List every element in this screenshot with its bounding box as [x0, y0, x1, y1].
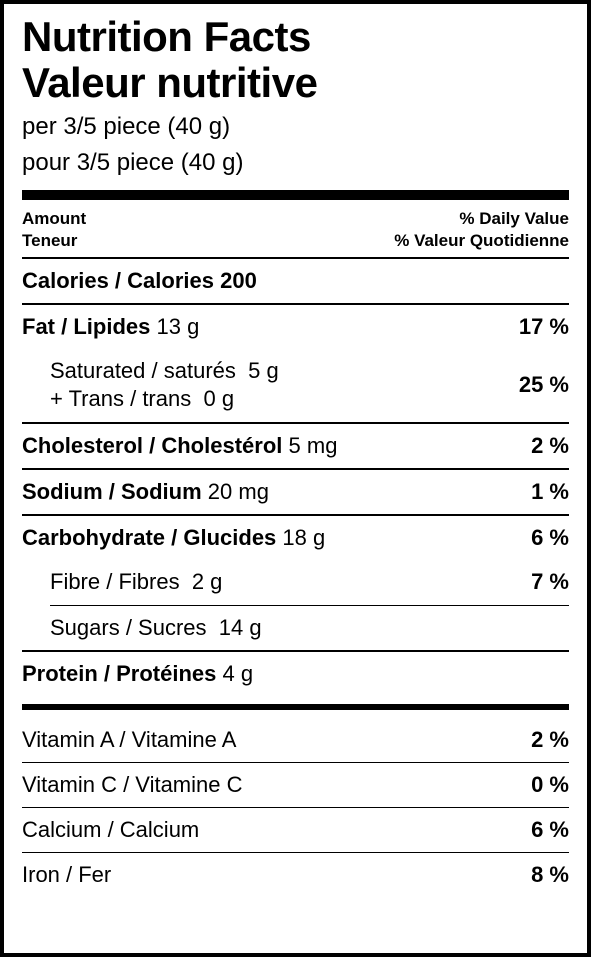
fibre-label: Fibre / Fibres: [50, 569, 180, 594]
vitamin-a-dv: 2 %: [531, 727, 569, 753]
fibre-value: 2 g: [192, 569, 223, 594]
carb-value: 18 g: [282, 525, 325, 550]
row-iron: Iron / Fer 8 %: [22, 852, 569, 897]
fat-dv: 17 %: [519, 314, 569, 340]
header-dv-en: % Daily Value: [394, 208, 569, 229]
row-sodium: Sodium / Sodium 20 mg 1 %: [22, 468, 569, 514]
sat-trans-dv: 25 %: [519, 372, 569, 398]
sugars-label: Sugars / Sucres: [50, 615, 207, 640]
title-en: Nutrition Facts: [22, 14, 569, 60]
trans-label: + Trans / trans: [50, 386, 191, 411]
vitamin-c-label: Vitamin C / Vitamine C: [22, 772, 243, 798]
sugars-value: 14 g: [219, 615, 262, 640]
cholesterol-label: Cholesterol / Cholestérol: [22, 433, 282, 458]
vitamin-a-label: Vitamin A / Vitamine A: [22, 727, 236, 753]
rule-medium: [22, 704, 569, 710]
protein-left: Protein / Protéines 4 g: [22, 661, 253, 687]
trans-value: 0 g: [203, 386, 234, 411]
row-sat-trans: Saturated / saturés 5 g + Trans / trans …: [50, 349, 569, 422]
sodium-left: Sodium / Sodium 20 mg: [22, 479, 269, 505]
rule-thick-top: [22, 190, 569, 200]
row-vitamin-c: Vitamin C / Vitamine C 0 %: [22, 762, 569, 807]
sodium-value: 20 mg: [208, 479, 269, 504]
carb-label: Carbohydrate / Glucides: [22, 525, 276, 550]
sodium-dv: 1 %: [531, 479, 569, 505]
cholesterol-value: 5 mg: [289, 433, 338, 458]
header-dv: % Daily Value % Valeur Quotidienne: [394, 208, 569, 251]
header-row: Amount Teneur % Daily Value % Valeur Quo…: [22, 206, 569, 257]
carb-left: Carbohydrate / Glucides 18 g: [22, 525, 325, 551]
nutrition-facts-panel: Nutrition Facts Valeur nutritive per 3/5…: [0, 0, 591, 957]
calories-value: 200: [220, 268, 257, 293]
sodium-label: Sodium / Sodium: [22, 479, 202, 504]
row-vitamin-a: Vitamin A / Vitamine A 2 %: [22, 718, 569, 762]
fibre-dv: 7 %: [531, 569, 569, 595]
header-dv-fr: % Valeur Quotidienne: [394, 230, 569, 251]
row-protein: Protein / Protéines 4 g: [22, 650, 569, 696]
iron-dv: 8 %: [531, 862, 569, 888]
fat-value: 13 g: [156, 314, 199, 339]
fat-label: Fat / Lipides: [22, 314, 150, 339]
protein-value: 4 g: [223, 661, 254, 686]
iron-label: Iron / Fer: [22, 862, 111, 888]
title-fr: Valeur nutritive: [22, 60, 569, 106]
protein-label: Protein / Protéines: [22, 661, 216, 686]
row-carb: Carbohydrate / Glucides 18 g 6 %: [22, 514, 569, 560]
row-fibre: Fibre / Fibres 2 g 7 %: [50, 560, 569, 605]
row-calories: Calories / Calories 200: [22, 257, 569, 303]
row-calcium: Calcium / Calcium 6 %: [22, 807, 569, 852]
cholesterol-left: Cholesterol / Cholestérol 5 mg: [22, 433, 337, 459]
vitamin-c-dv: 0 %: [531, 772, 569, 798]
cholesterol-dv: 2 %: [531, 433, 569, 459]
sat-trans-left: Saturated / saturés 5 g + Trans / trans …: [50, 357, 279, 414]
calcium-label: Calcium / Calcium: [22, 817, 199, 843]
serving-fr: pour 3/5 piece (40 g): [22, 148, 569, 178]
header-amount-fr: Teneur: [22, 230, 86, 251]
calories-label-wrap: Calories / Calories 200: [22, 268, 257, 294]
row-cholesterol: Cholesterol / Cholestérol 5 mg 2 %: [22, 422, 569, 468]
calcium-dv: 6 %: [531, 817, 569, 843]
saturated-value: 5 g: [248, 358, 279, 383]
row-sugars: Sugars / Sucres 14 g: [50, 606, 569, 651]
carb-dv: 6 %: [531, 525, 569, 551]
row-fat: Fat / Lipides 13 g 17 %: [22, 303, 569, 349]
serving-en: per 3/5 piece (40 g): [22, 112, 569, 142]
fat-left: Fat / Lipides 13 g: [22, 314, 199, 340]
header-amount-en: Amount: [22, 208, 86, 229]
header-amount: Amount Teneur: [22, 208, 86, 251]
saturated-label: Saturated / saturés: [50, 358, 236, 383]
calories-label: Calories / Calories: [22, 268, 214, 293]
